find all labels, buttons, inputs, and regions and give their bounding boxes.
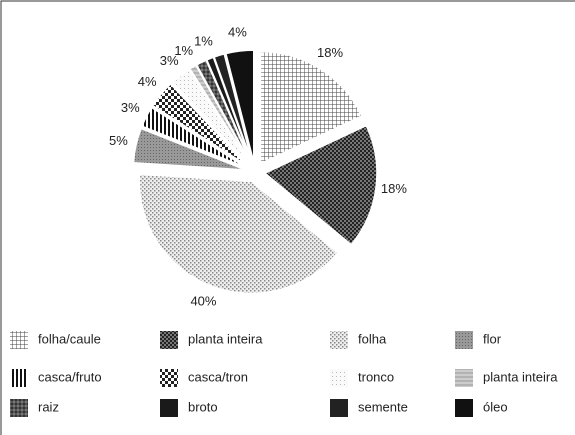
data-label: 5%: [109, 133, 128, 148]
legend-swatch: [10, 399, 28, 417]
data-label: 1%: [174, 43, 193, 58]
pie-slice: [195, 59, 252, 164]
data-label: 4%: [228, 25, 247, 40]
pie-slice: [263, 124, 378, 246]
legend-swatch: [10, 331, 28, 349]
legend-label: casca/fruto: [38, 369, 102, 384]
legend-label: flor: [483, 331, 502, 346]
data-label: 1%: [194, 33, 213, 48]
legend-label: planta inteira: [188, 331, 263, 346]
legend-swatch: [330, 369, 348, 387]
data-label: 40%: [190, 294, 216, 309]
legend-swatch: [455, 369, 473, 387]
legend-swatch: [10, 369, 28, 387]
legend-label: folha: [358, 331, 387, 346]
pie-slice: [213, 53, 253, 163]
legend-label: folha/caule: [38, 331, 101, 346]
legend-swatch: [330, 399, 348, 417]
pie-slice: [140, 106, 247, 169]
data-label: 18%: [381, 181, 407, 196]
pie-slice: [132, 127, 246, 171]
legend-label: raiz: [38, 399, 59, 414]
pie-slice: [188, 64, 251, 164]
data-label: 18%: [317, 45, 343, 60]
legend-swatch: [160, 369, 178, 387]
pie-slice: [151, 82, 248, 167]
pie-slice: [205, 56, 253, 163]
legend-swatch: [160, 399, 178, 417]
legend-swatch: [160, 331, 178, 349]
pie-slice: [138, 173, 339, 295]
legend-label: óleo: [483, 399, 508, 414]
pie-slice: [171, 68, 250, 165]
data-label: 4%: [138, 74, 157, 89]
legend-swatch: [455, 399, 473, 417]
legend-label: tronco: [358, 369, 394, 384]
legend-label: semente: [358, 399, 408, 414]
legend-label: broto: [188, 399, 218, 414]
pie-slice: [224, 49, 255, 163]
pie-slice: [259, 50, 363, 165]
data-label: 3%: [160, 53, 179, 68]
legend-label: casca/tron: [188, 369, 248, 384]
data-label: 3%: [121, 100, 140, 115]
legend-swatch: [455, 331, 473, 349]
legend-label: planta inteira: [483, 369, 558, 384]
legend-swatch: [330, 331, 348, 349]
